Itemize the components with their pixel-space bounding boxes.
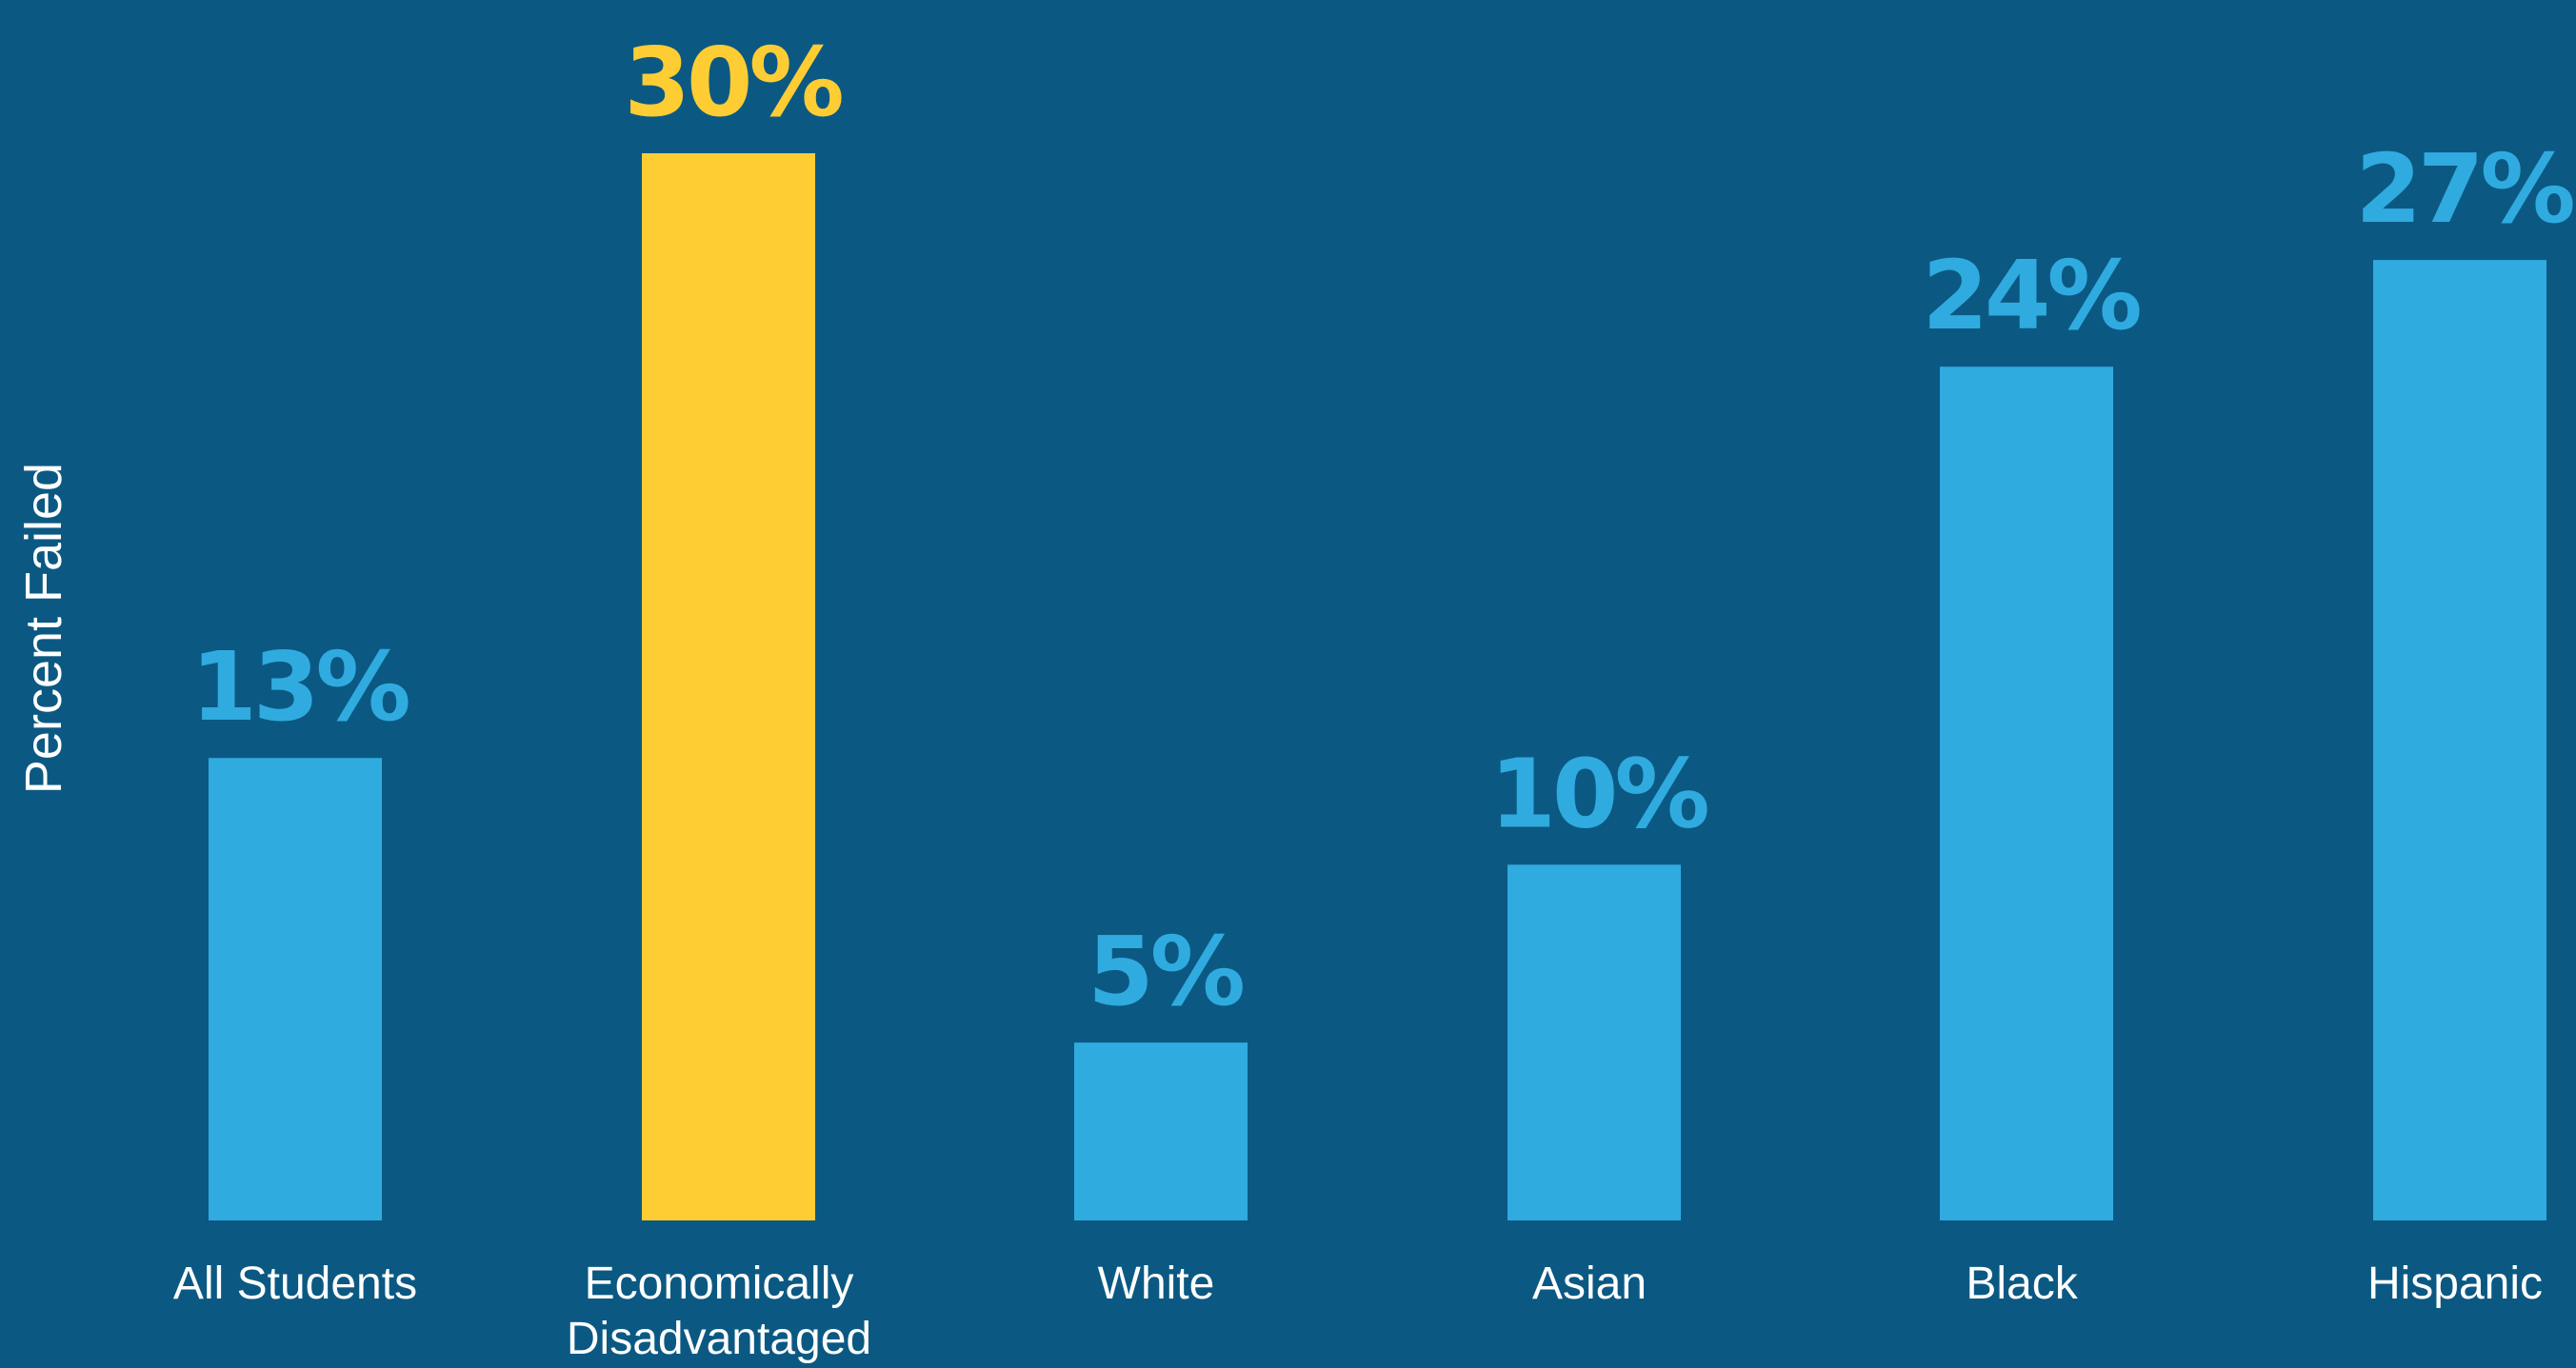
value-label-4: 24%: [1922, 240, 2140, 351]
category-label-line: Economically: [585, 1259, 854, 1309]
category-label-line: White: [1098, 1259, 1215, 1309]
category-label-4: Black: [1966, 1259, 2078, 1309]
category-label-line: All Students: [173, 1259, 417, 1309]
category-label-line: Asian: [1532, 1259, 1647, 1309]
bar-2: [1074, 1042, 1248, 1220]
value-label-5: 27%: [2355, 133, 2573, 245]
category-label-5: Hispanic: [2367, 1259, 2543, 1309]
category-label-line: Disadvantaged: [567, 1314, 871, 1363]
category-label-3: Asian: [1532, 1259, 1647, 1309]
category-label-0: All Students: [173, 1259, 417, 1309]
category-label-2: White: [1098, 1259, 1215, 1309]
bar-0: [209, 758, 382, 1220]
category-label-line: Hispanic: [2367, 1259, 2543, 1309]
bar-4: [1940, 367, 2113, 1220]
value-labels-group: 13% 30% 5% 10% 24% 27%: [190, 27, 2576, 1027]
value-label-3: 10%: [1489, 738, 1707, 849]
value-label-0: 13%: [190, 631, 409, 743]
category-label-1: Economically Disadvantaged: [567, 1259, 871, 1363]
y-axis-label: Percent Failed: [15, 463, 72, 794]
value-label-2: 5%: [1088, 916, 1244, 1027]
bars-group: [209, 153, 2546, 1221]
bar-3: [1508, 864, 1681, 1220]
bar-5: [2373, 260, 2546, 1221]
bar-1: [642, 153, 815, 1220]
category-label-line: Black: [1966, 1259, 2078, 1309]
category-labels-group: All Students Economically Disadvantaged Whi…: [173, 1259, 2543, 1364]
value-label-1: 30%: [624, 27, 842, 138]
